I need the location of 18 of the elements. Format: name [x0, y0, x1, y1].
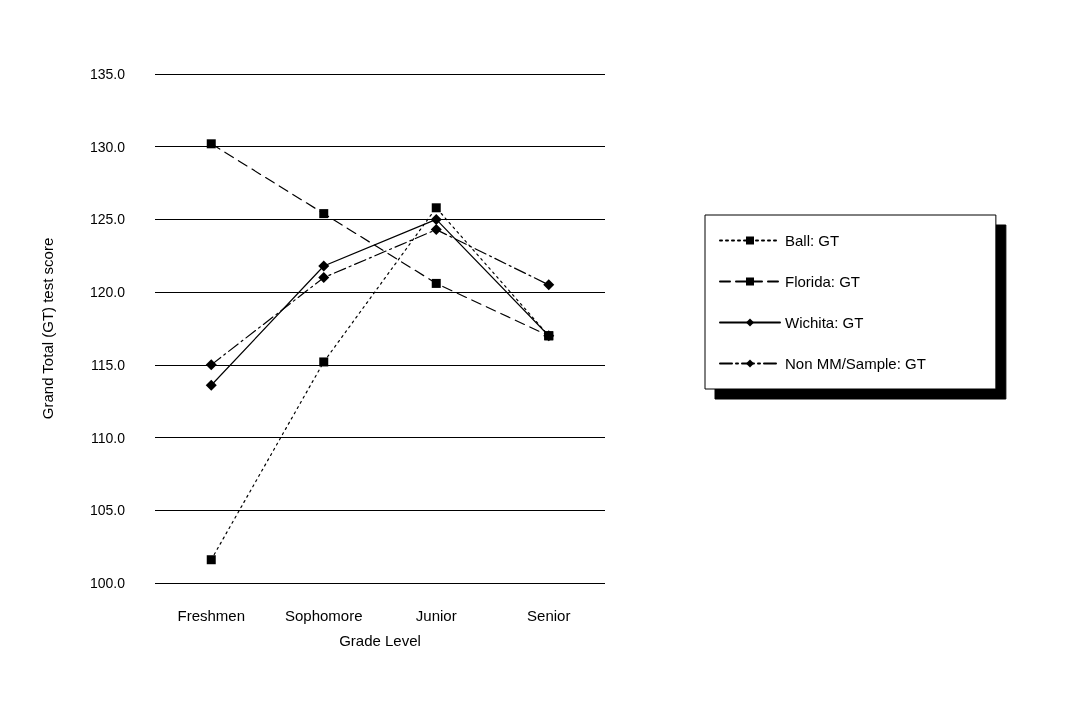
x-tick-label: Freshmen [177, 607, 246, 624]
y-tick-label: 110.0 [91, 429, 126, 446]
y-tick-label: 135.0 [89, 66, 126, 82]
y-tick-label: 100.0 [89, 575, 126, 591]
x-tick-label: Sophomore [284, 607, 363, 624]
legend-label: Ball: GT [785, 232, 840, 249]
y-axis-title: Grand Total (GT) test score [39, 237, 56, 420]
y-tick-label: 105.0 [89, 502, 126, 519]
x-tick-label: Senior [527, 607, 571, 624]
y-tick-label: 125.0 [89, 211, 126, 228]
legend-label: Wichita: GT [785, 314, 864, 331]
x-axis-title: Grade Level [339, 632, 421, 649]
y-tick-label: 115.0 [91, 356, 126, 373]
legend-label: Florida: GT [785, 273, 861, 290]
y-tick-label: 130.0 [89, 138, 126, 155]
legend-label: Non MM/Sample: GT [785, 355, 926, 372]
y-tick-label: 120.0 [89, 284, 126, 301]
x-tick-label: Junior [415, 607, 457, 624]
